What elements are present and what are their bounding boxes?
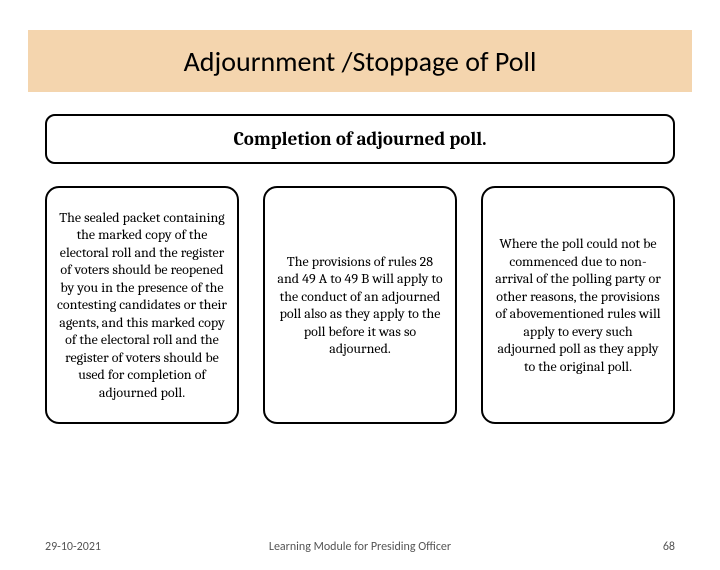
card-text: The provisions of rules 28 and 49 A to 4… <box>275 253 445 358</box>
footer: 29-10-2021 Learning Module for Presiding… <box>0 540 720 554</box>
card-text: Where the poll could not be commenced du… <box>493 235 663 375</box>
footer-page: 68 <box>663 540 675 554</box>
footer-date: 29-10-2021 <box>45 540 101 554</box>
subtitle-box: Completion of adjourned poll. <box>45 114 675 164</box>
subtitle-text: Completion of adjourned poll. <box>57 128 663 150</box>
title-bar: Adjournment /Stoppage of Poll <box>28 30 692 92</box>
card-row: The sealed packet containing the marked … <box>45 186 675 424</box>
page-title: Adjournment /Stoppage of Poll <box>184 44 537 79</box>
info-card: Where the poll could not be commenced du… <box>481 186 675 424</box>
footer-module: Learning Module for Presiding Officer <box>269 540 451 554</box>
info-card: The sealed packet containing the marked … <box>45 186 239 424</box>
info-card: The provisions of rules 28 and 49 A to 4… <box>263 186 457 424</box>
card-text: The sealed packet containing the marked … <box>57 209 227 402</box>
